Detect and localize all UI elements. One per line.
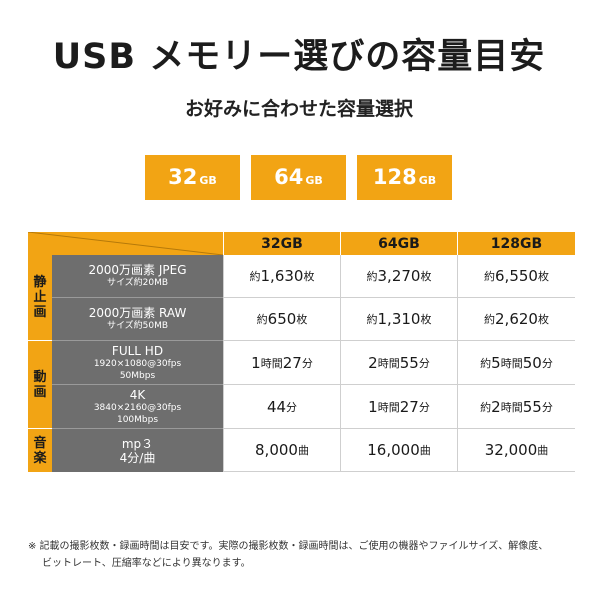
row-label-fullhd: FULL HD 1920×1080@30fps 50Mbps xyxy=(52,341,223,385)
row-label-main: 2000万画素 JPEG xyxy=(88,263,187,277)
cell-4k-32gb: 44 分 xyxy=(223,385,340,429)
chip-128gb: 128 GB xyxy=(357,155,452,200)
row-label-sub: 3840×2160@30fps xyxy=(93,402,182,413)
header-32gb: 32GB xyxy=(223,232,340,255)
chip-32gb: 32 GB xyxy=(145,155,240,200)
page-title: USB メモリー選びの容量目安 xyxy=(52,37,546,77)
chip-unit: GB xyxy=(418,174,437,187)
footnote: ※ 記載の撮影枚数・録画時間は目安です。実際の撮影枚数・録画時間は、ご使用の機器… xyxy=(28,538,576,572)
cell-fullhd-128gb: 約 5 時間 50 分 xyxy=(457,341,575,385)
row-label-sub2: 100Mbps xyxy=(116,414,159,425)
chip-number: 32 xyxy=(168,165,198,189)
cell-raw-32gb: 約 650 枚 xyxy=(223,298,340,341)
cell-4k-64gb: 1 時間 27 分 xyxy=(340,385,457,429)
chip-64gb: 64 GB xyxy=(251,155,346,200)
cell-raw-128gb: 約 2,620 枚 xyxy=(457,298,575,341)
footnote-line-2: ビットレート、圧縮率などにより異なります。 xyxy=(42,558,251,569)
page-subtitle: お好みに合わせた容量選択 xyxy=(184,98,413,120)
category-music: 音楽 xyxy=(28,429,52,472)
category-video: 動画 xyxy=(28,341,52,429)
cell-jpeg-32gb: 約 1,630 枚 xyxy=(223,255,340,298)
cell-4k-128gb: 約 2 時間 55 分 xyxy=(457,385,575,429)
chip-number: 64 xyxy=(274,165,304,189)
chip-unit: GB xyxy=(199,174,217,187)
row-label-mp3: mp３ 4分/曲 xyxy=(52,429,223,472)
header-128gb: 128GB xyxy=(457,232,575,255)
row-label-sub: 1920×1080@30fps xyxy=(93,358,182,369)
row-label-main: FULL HD xyxy=(111,343,164,358)
row-label-main: mp３ xyxy=(121,436,154,451)
row-label-main: 2000万画素 RAW xyxy=(88,306,187,320)
cell-mp3-128gb: 32,000 曲 xyxy=(457,429,575,472)
capacity-table: 32GB 64GB 128GB 静止画 動画 音楽 2000万画素 JPEG サ… xyxy=(28,232,575,472)
row-label-sub: サイズ約20MB xyxy=(106,278,169,288)
category-still: 静止画 xyxy=(28,255,52,341)
footnote-line-1: ※ 記載の撮影枚数・録画時間は目安です。実際の撮影枚数・録画時間は、ご使用の機器… xyxy=(28,541,549,552)
category-label: 動画 xyxy=(33,369,47,400)
table-corner xyxy=(28,232,223,255)
corner-diagonal xyxy=(28,232,223,255)
chip-unit: GB xyxy=(305,174,323,187)
row-label-main: 4K xyxy=(129,387,146,402)
cell-mp3-32gb: 8,000 曲 xyxy=(223,429,340,472)
cell-fullhd-32gb: 1 時間 27 分 xyxy=(223,341,340,385)
cell-jpeg-64gb: 約 3,270 枚 xyxy=(340,255,457,298)
row-label-sub: 4分/曲 xyxy=(119,450,156,465)
row-label-raw: 2000万画素 RAW サイズ約50MB xyxy=(52,298,223,341)
chip-number: 128 xyxy=(372,165,417,189)
row-label-sub2: 50Mbps xyxy=(119,370,156,381)
category-label: 音楽 xyxy=(33,435,47,466)
cell-raw-64gb: 約 1,310 枚 xyxy=(340,298,457,341)
row-label-jpeg: 2000万画素 JPEG サイズ約20MB xyxy=(52,255,223,298)
row-label-4k: 4K 3840×2160@30fps 100Mbps xyxy=(52,385,223,429)
cell-mp3-64gb: 16,000 曲 xyxy=(340,429,457,472)
cell-fullhd-64gb: 2 時間 55 分 xyxy=(340,341,457,385)
row-label-sub: サイズ約50MB xyxy=(106,321,169,331)
category-label: 静止画 xyxy=(33,275,47,320)
header-64gb: 64GB xyxy=(340,232,457,255)
cell-jpeg-128gb: 約 6,550 枚 xyxy=(457,255,575,298)
